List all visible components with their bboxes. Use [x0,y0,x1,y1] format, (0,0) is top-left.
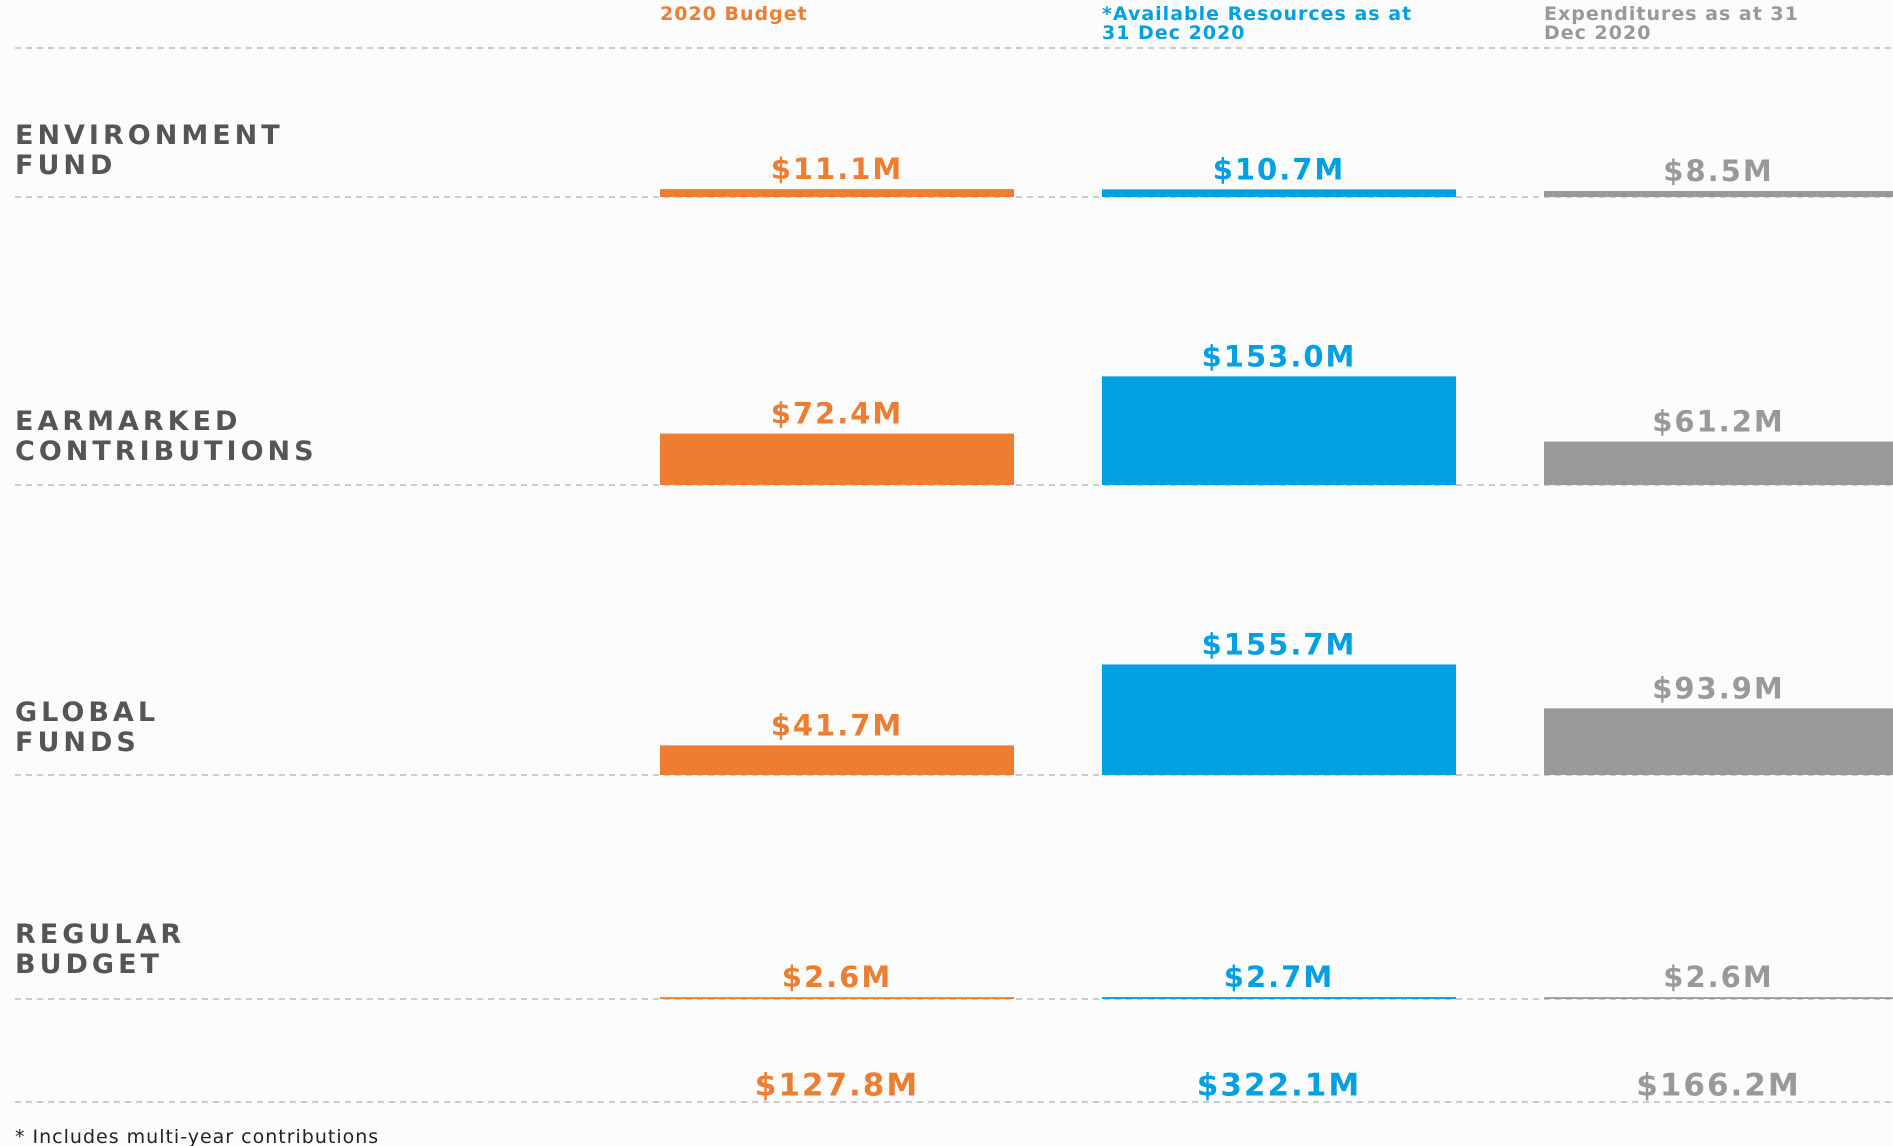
category-label: ENVIRONMENT FUND [15,120,284,181]
value-label: $41.7M [771,708,904,742]
value-label: $72.4M [771,397,904,431]
bar [660,189,1014,197]
category-label: REGULAR BUDGET [15,919,186,980]
value-label: $2.6M [1663,960,1773,994]
bar [660,433,1014,485]
legend-header: Expenditures as at 31 Dec 2020 [1544,3,1799,44]
value-label: $8.5M [1663,154,1773,188]
bar [1544,708,1893,775]
bar [1102,664,1456,775]
value-label: $93.9M [1652,671,1785,705]
bar [660,745,1014,775]
footnote: * Includes multi-year contributions [15,1126,380,1146]
bar [1102,189,1456,197]
value-label: $155.7M [1202,627,1357,661]
bar [1544,441,1893,485]
bar [1102,997,1456,999]
total-label: $322.1M [1197,1068,1361,1104]
category-label: GLOBAL FUNDS [15,697,160,758]
value-label: $153.0M [1202,339,1357,373]
value-label: $2.7M [1224,960,1334,994]
legend-header: 2020 Budget [660,3,808,25]
value-label: $11.1M [771,152,904,186]
bar [1544,190,1893,197]
bar [1102,376,1456,485]
value-label: $10.7M [1213,152,1346,186]
total-label: $166.2M [1636,1068,1800,1104]
total-label: $127.8M [755,1068,919,1104]
value-label: $2.6M [782,960,892,994]
bar [660,997,1014,999]
category-label: EARMARKED CONTRIBUTIONS [15,406,318,467]
bar [1544,997,1893,999]
value-label: $61.2M [1652,405,1785,439]
legend-header: *Available Resources as at 31 Dec 2020 [1102,3,1413,44]
